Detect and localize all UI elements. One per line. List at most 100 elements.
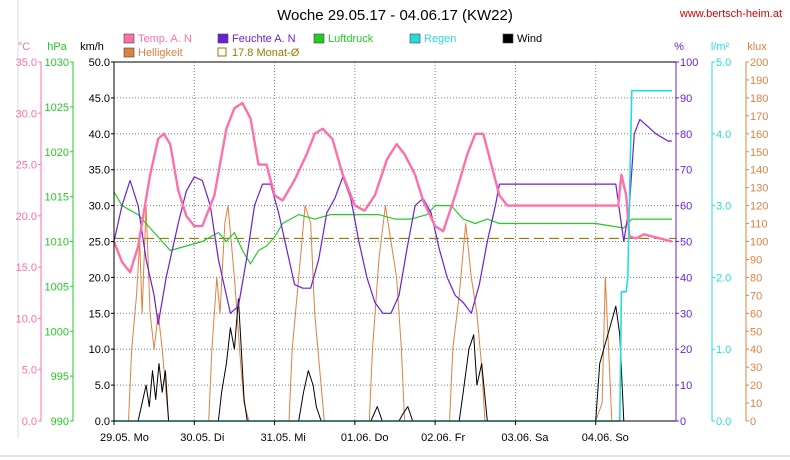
humidity-tick-label: 50 [680,237,692,249]
rain-tick-label: 2.0 [716,272,731,284]
pressure-tick-label: 995 [51,371,69,383]
humidity-tick-label: 80 [680,129,692,141]
humidity-tick-label: 0 [680,416,686,428]
temp-series-line [112,101,673,274]
wind-series-line [114,298,672,422]
x-tick-label: 30.05. Di [180,432,224,444]
legend-swatch [123,47,135,58]
light-tick-label: 90 [750,254,762,266]
temp-tick-label: 30.0 [16,108,37,120]
legend-label: Wind [517,33,542,45]
light-tick-label: 160 [750,129,768,141]
light-tick-label: 70 [750,290,762,302]
pressure-tick-label: 1000 [45,326,69,338]
x-tick-label: 31.05. Mi [261,432,306,444]
x-tick-label: 04.06. So [582,432,629,444]
legend-label: Helligkeit [138,47,183,59]
wind-tick-label: 25.0 [89,237,110,249]
legend-label: Temp. A. N [138,33,192,45]
light-tick-label: 10 [750,398,762,410]
light-tick-label: 110 [750,219,768,231]
pressure-tick-label: 1025 [45,102,69,114]
light-tick-label: 150 [750,147,768,159]
pressure-series-line [113,191,672,265]
light-tick-label: 100 [750,237,768,249]
legend-swatch [502,33,514,44]
temp-unit-label: °C [18,41,30,53]
rain-tick-label: 1.0 [716,344,731,356]
temp-tick-label: 5.0 [22,365,37,377]
pressure-tick-label: 1015 [45,192,69,204]
wind-tick-label: 50.0 [89,57,110,69]
legend-swatch [409,33,421,44]
humidity-tick-label: 40 [680,272,692,284]
temp-tick-label: 15.0 [16,262,37,274]
pressure-tick-label: 1010 [45,237,69,249]
legend-swatch [217,33,229,44]
light-tick-label: 40 [750,344,762,356]
axes: 0.05.010.015.020.025.030.035.09909951000… [16,41,769,444]
x-tick-label: 29.05. Mo [100,432,149,444]
light-tick-label: 80 [750,272,762,284]
wind-tick-label: 35.0 [89,165,110,177]
chart-title: Woche 29.05.17 - 04.06.17 (KW22) [277,7,513,24]
legend-label: Feuchte A. N [232,33,296,45]
humidity-tick-label: 20 [680,344,692,356]
humidity-tick-label: 10 [680,380,692,392]
legend: Temp. A. N Feuchte A. N Luftdruck Regen Wind… [123,33,542,59]
pressure-tick-label: 990 [51,416,69,428]
light-tick-label: 180 [750,93,768,105]
legend-swatch [123,33,135,44]
wind-tick-label: 10.0 [89,344,110,356]
wind-tick-label: 30.0 [89,201,110,213]
rain-unit-label: l/m² [711,41,730,53]
wind-unit-label: km/h [80,41,104,53]
pressure-tick-label: 1030 [45,57,69,69]
legend-label: 17.8 Monat-Ø [232,47,300,59]
pressure-unit-label: hPa [47,41,67,53]
light-tick-label: 30 [750,362,762,374]
rain-tick-label: 5.0 [716,57,731,69]
legend-swatch [217,47,227,57]
light-unit-label: klux [747,41,767,53]
temp-tick-label: 20.0 [16,211,37,223]
humidity-tick-label: 30 [680,308,692,320]
wind-tick-label: 5.0 [95,380,110,392]
pressure-tick-label: 1005 [45,281,69,293]
light-tick-label: 0 [750,416,756,428]
wind-tick-label: 0.0 [95,416,110,428]
temp-tick-label: 25.0 [16,160,37,172]
temp-tick-label: 10.0 [16,313,37,325]
light-tick-label: 170 [750,111,768,123]
rain-tick-label: 0.0 [716,416,731,428]
wind-tick-label: 20.0 [89,272,110,284]
temp-tick-label: 35.0 [16,57,37,69]
plot-area [112,89,676,422]
light-tick-label: 50 [750,326,762,338]
wind-tick-label: 45.0 [89,93,110,105]
light-tick-label: 60 [750,308,762,320]
humidity-tick-label: 70 [680,165,692,177]
humidity-tick-label: 60 [680,201,692,213]
humidity-tick-label: 90 [680,93,692,105]
legend-label: Regen [424,33,456,45]
light-tick-label: 130 [750,183,768,195]
light-tick-label: 20 [750,380,762,392]
wind-tick-label: 15.0 [89,308,110,320]
x-tick-label: 02.06. Fr [421,432,465,444]
wind-tick-label: 40.0 [89,129,110,141]
light-tick-label: 190 [750,75,768,87]
legend-label: Luftdruck [328,33,374,45]
pressure-tick-label: 1020 [45,147,69,159]
site-url: www.bertsch-heim.at [679,8,782,20]
rain-tick-label: 4.0 [716,129,731,141]
light-tick-label: 120 [750,201,768,213]
humidity-unit-label: % [674,41,684,53]
rain-series-line [114,89,672,422]
humidity-tick-label: 100 [680,57,698,69]
light-tick-label: 140 [750,165,768,177]
temp-tick-label: 0.0 [22,416,37,428]
light-tick-label: 200 [750,57,768,69]
